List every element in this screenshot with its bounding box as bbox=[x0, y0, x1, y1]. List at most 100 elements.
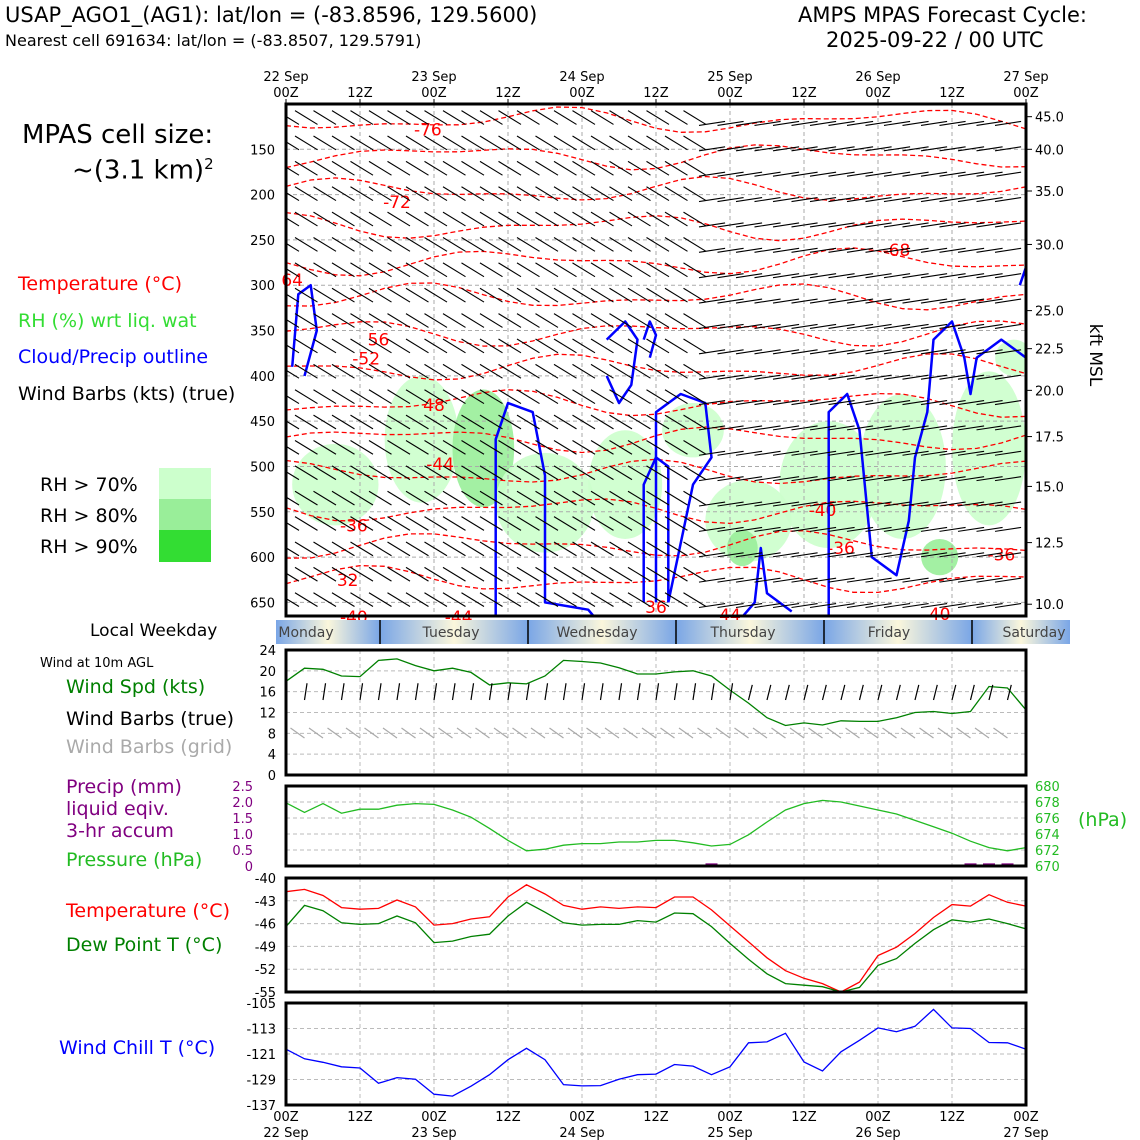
xs-barb-41 bbox=[313, 135, 337, 151]
wind-barb-true-25 bbox=[766, 684, 772, 701]
xs-top-hour-7: 12Z bbox=[791, 86, 817, 101]
xs-barb-790 bbox=[994, 374, 1022, 380]
xs-barb-406 bbox=[646, 262, 670, 278]
xs-barb-410 bbox=[646, 363, 670, 379]
precip-ytick-2: 1.0 bbox=[232, 828, 253, 843]
xs-barb-764 bbox=[976, 222, 1003, 228]
wind-barb-grid-10 bbox=[475, 727, 490, 739]
wind-ytick-6: 24 bbox=[259, 644, 276, 659]
xs-barb-439 bbox=[664, 592, 688, 607]
xs-barb-398 bbox=[627, 566, 651, 582]
xs-barb-369 bbox=[609, 338, 633, 354]
xs-barb-111 bbox=[368, 389, 392, 405]
xs-barb-573 bbox=[791, 450, 818, 456]
xs-barb-473 bbox=[698, 450, 726, 456]
temp-contour-3 bbox=[286, 211, 1026, 242]
xs-barb-30 bbox=[294, 363, 318, 379]
xs-barb-696 bbox=[902, 526, 929, 532]
wind-barb-grid-38 bbox=[993, 727, 1008, 739]
xs-barb-519 bbox=[735, 603, 763, 609]
wind-barb-true-10 bbox=[488, 683, 493, 701]
xs-barb-25 bbox=[294, 237, 318, 252]
xs-barb-164 bbox=[424, 211, 448, 227]
xs-barb-289 bbox=[535, 338, 559, 354]
xs-barb-282 bbox=[535, 160, 559, 176]
xs-barb-277 bbox=[516, 541, 540, 557]
xs-barb-570 bbox=[791, 374, 818, 380]
xs-barb-560 bbox=[791, 120, 818, 126]
wind-barb-grid-37 bbox=[974, 727, 990, 739]
xs-barb-566 bbox=[791, 273, 818, 279]
xs-barb-498 bbox=[717, 577, 744, 583]
xs-barb-201 bbox=[461, 135, 485, 151]
xs-barb-368 bbox=[609, 313, 633, 328]
wind-barb-true-6 bbox=[414, 683, 419, 701]
xs-barb-44 bbox=[313, 211, 337, 227]
xs-barb-264 bbox=[516, 211, 540, 227]
xs-barb-135 bbox=[387, 490, 411, 506]
xs-barb-367 bbox=[609, 287, 633, 303]
xs-barb-778 bbox=[976, 577, 1003, 583]
xs-ytick-label-0: 150 bbox=[250, 143, 275, 158]
xs-barb-11 bbox=[286, 394, 300, 405]
xs-barb-296 bbox=[535, 516, 559, 531]
xs-barb-588 bbox=[809, 323, 837, 329]
rh-shade-1 bbox=[384, 375, 459, 503]
xs-barb-139 bbox=[387, 592, 411, 607]
weekday-strip: Monday Tuesday Wednesday Thursday Friday Satu… bbox=[276, 620, 1070, 644]
xs-barb-267 bbox=[516, 287, 540, 303]
xs-barb-460 bbox=[698, 120, 726, 126]
xs-barb-642 bbox=[865, 171, 892, 177]
wind-barb-grid-24 bbox=[734, 727, 749, 739]
xs-barb-663 bbox=[883, 197, 911, 203]
xs-barb-357 bbox=[590, 541, 614, 557]
xs-barb-428 bbox=[664, 313, 688, 328]
xs-barb-412 bbox=[646, 414, 670, 430]
xs-barb-756 bbox=[957, 526, 985, 532]
xs-barb-219 bbox=[461, 592, 485, 607]
xs-barb-380 bbox=[627, 110, 651, 125]
xs-top-hour-5: 12Z bbox=[643, 86, 669, 101]
chill-xtick-hour-8: 00Z bbox=[865, 1110, 891, 1125]
xs-barb-347 bbox=[590, 287, 614, 303]
chill-xtick-hour-10: 00Z bbox=[1013, 1110, 1039, 1125]
xs-barb-635 bbox=[846, 501, 874, 507]
xs-barb-622 bbox=[846, 171, 874, 177]
xs-barb-478 bbox=[698, 577, 726, 583]
xs-barb-734 bbox=[939, 476, 966, 482]
xs-barb-688 bbox=[902, 323, 929, 329]
xs-barb-448 bbox=[683, 313, 707, 328]
xs-barb-98 bbox=[350, 566, 374, 582]
wind-barb-true-27 bbox=[803, 684, 809, 701]
xs-barb-701 bbox=[920, 146, 948, 152]
xs-barb-152 bbox=[405, 414, 429, 430]
xs-barb-106 bbox=[368, 262, 392, 278]
cloud-outline-1 bbox=[494, 401, 596, 616]
xs-barb-444 bbox=[683, 211, 707, 227]
wind-barb-true-28 bbox=[821, 684, 827, 701]
legend-temperature: Temperature (°C) bbox=[18, 273, 182, 295]
xs-barb-792 bbox=[994, 425, 1022, 431]
wind-barb-true-32 bbox=[895, 684, 901, 701]
temperature-panel: -55 -52 -49 -46 -43 -40 bbox=[255, 872, 1028, 1001]
wind-ytick-5: 20 bbox=[259, 665, 276, 680]
xs-barb-338 bbox=[572, 566, 596, 582]
xs-barb-171 bbox=[424, 389, 448, 405]
xs-barb-256 bbox=[498, 516, 522, 531]
wind-barb-grid-11 bbox=[493, 727, 509, 739]
xs-barb-258 bbox=[498, 566, 522, 582]
xs-barb-569 bbox=[791, 349, 818, 355]
xs-barb-64 bbox=[331, 211, 355, 227]
xs-barb-771 bbox=[976, 400, 1003, 406]
xs-barb-437 bbox=[664, 541, 688, 557]
xs-barb-595 bbox=[809, 501, 837, 507]
xs-ytick-label-10: 650 bbox=[250, 596, 275, 611]
wind-barb-true-7 bbox=[433, 683, 438, 701]
xs-barb-564 bbox=[791, 222, 818, 228]
xs-barb-762 bbox=[976, 171, 1003, 177]
xs-barb-417 bbox=[646, 541, 670, 557]
temp-contour-1 bbox=[286, 144, 1026, 171]
xs-barb-350 bbox=[590, 363, 614, 379]
xs-barb-216 bbox=[461, 516, 485, 531]
